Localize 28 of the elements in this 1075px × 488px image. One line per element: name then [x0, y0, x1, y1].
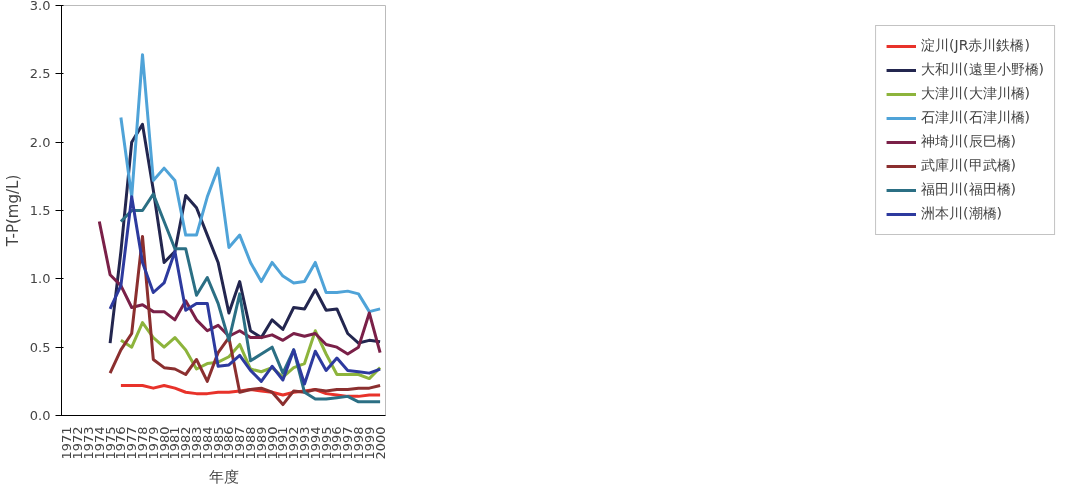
x-tick-label: 1983 [189, 426, 204, 460]
legend-label: 淀川(JR赤川鉄橋) [921, 37, 1030, 55]
legend-label: 洲本川(潮橋) [921, 205, 1002, 223]
y-tick-label: 0.5 [29, 339, 51, 355]
legend-label: 大和川(遠里小野橋) [921, 61, 1044, 79]
y-tick-label: 0.0 [29, 408, 51, 423]
x-tick-label: 2000 [372, 426, 388, 460]
y-tick-label: 1.0 [29, 271, 51, 287]
y-axis-title: T-P(mg/L) [3, 174, 22, 248]
y-tick-label: 2.5 [29, 66, 51, 82]
line-series [108, 122, 382, 345]
x-tick-label: 1973 [81, 426, 96, 460]
legend-label: 神埼川(辰巳橋) [921, 133, 1016, 151]
y-tick-label: 2.0 [29, 134, 51, 150]
x-axis-title: 年度 [208, 467, 239, 486]
x-tick-label: 1988 [243, 426, 258, 460]
line-series [119, 53, 382, 314]
legend-label: 福田川(福田橋) [921, 181, 1016, 199]
y-tick-label: 3.0 [29, 0, 51, 13]
legend-label: 石津川(石津川橋) [921, 109, 1030, 127]
y-tick-label: 1.5 [29, 203, 51, 218]
legend-label: 大津川(大津川橋) [921, 85, 1030, 103]
x-tick-label: 1978 [135, 426, 150, 460]
legend-label: 武庫川(甲武橋) [921, 157, 1016, 175]
x-tick-label: 1998 [351, 426, 366, 460]
x-tick-label: 1993 [297, 426, 312, 460]
line-series [108, 234, 382, 407]
line-series [97, 219, 382, 356]
